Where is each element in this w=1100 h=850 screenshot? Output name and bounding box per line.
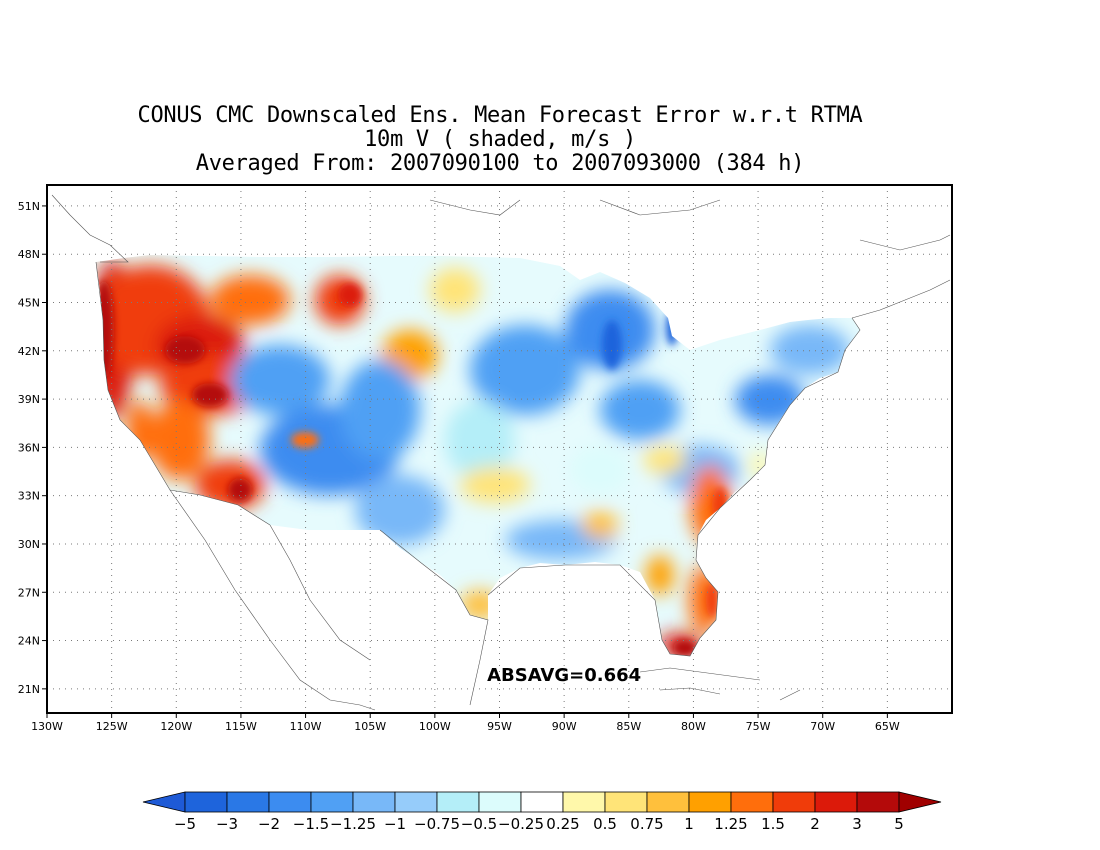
- colorbar-low-arrow: [142, 791, 186, 813]
- lon-tick-label: 65W: [875, 720, 900, 733]
- colorbar-label: 0.25: [546, 815, 579, 833]
- colorbar-label: −3: [216, 815, 238, 833]
- colorbar-swatch: [604, 791, 648, 813]
- lon-tick-label: 70W: [810, 720, 835, 733]
- colorbar: −5 −3 −2 −1.5 −1.25 −1 −0.75 −0.5 −0.25 0.25 0.5 0.…: [142, 791, 942, 833]
- colorbar-label: −0.5: [461, 815, 497, 833]
- colorbar-label: −1.5: [293, 815, 329, 833]
- lon-tick-label: 75W: [746, 720, 771, 733]
- lon-tick-label: 85W: [616, 720, 641, 733]
- colorbar-label: 5: [894, 815, 904, 833]
- lat-tick-label: 33N: [18, 490, 40, 503]
- colorbar-label: 0.5: [593, 815, 617, 833]
- lat-tick-label: 36N: [18, 441, 40, 454]
- colorbar-label: 1.5: [761, 815, 785, 833]
- colorbar-swatch: [562, 791, 606, 813]
- lon-tick-label: 110W: [290, 720, 322, 733]
- colorbar-label: 1.25: [714, 815, 747, 833]
- colorbar-swatch: [856, 791, 900, 813]
- colorbar-label: −0.75: [414, 815, 460, 833]
- colorbar-label: −1: [384, 815, 406, 833]
- colorbar-swatch: [394, 791, 438, 813]
- colorbar-label: 2: [810, 815, 820, 833]
- colorbar-label: −0.25: [498, 815, 544, 833]
- lat-tick-label: 30N: [18, 538, 40, 551]
- title-line-3: Averaged From: 2007090100 to 2007093000 …: [195, 151, 805, 176]
- colorbar-swatch: [688, 791, 732, 813]
- colorbar-label: −1.25: [330, 815, 376, 833]
- colorbar-label: −2: [258, 815, 280, 833]
- lat-tick-label: 21N: [18, 683, 40, 696]
- lat-tick-label: 39N: [18, 393, 40, 406]
- coastlines: [51, 194, 951, 711]
- colorbar-swatch: [310, 791, 354, 813]
- colorbar-label: 3: [852, 815, 862, 833]
- colorbar-swatch: [730, 791, 774, 813]
- colorbar-swatch: [436, 791, 480, 813]
- lat-tick-label: 42N: [18, 345, 40, 358]
- lat-tick-label: 24N: [18, 635, 40, 648]
- lat-tick-label: 51N: [18, 200, 40, 213]
- lat-tick-label: 48N: [18, 248, 40, 261]
- lon-tick-label: 100W: [419, 720, 451, 733]
- lat-tick-label: 45N: [18, 297, 40, 310]
- lon-tick-label: 130W: [31, 720, 63, 733]
- colorbar-swatch: [478, 791, 522, 813]
- colorbar-label: −5: [174, 815, 196, 833]
- grid-lines: [47, 185, 952, 713]
- colorbar-swatch: [646, 791, 690, 813]
- colorbar-swatch: [184, 791, 228, 813]
- lat-tick-label: 27N: [18, 586, 40, 599]
- lon-tick-label: 95W: [487, 720, 512, 733]
- colorbar-label: 0.75: [630, 815, 663, 833]
- colorbar-swatch: [520, 791, 564, 813]
- lon-tick-label: 105W: [354, 720, 386, 733]
- lon-tick-label: 120W: [160, 720, 192, 733]
- lon-tick-label: 80W: [681, 720, 706, 733]
- colorbar-swatch: [772, 791, 816, 813]
- colorbar-swatch: [226, 791, 270, 813]
- colorbar-high-arrow: [898, 791, 942, 813]
- lon-tick-label: 115W: [225, 720, 257, 733]
- colorbar-label: 1: [684, 815, 694, 833]
- lat-ticks: 21N 24N 27N 30N 33N 36N 39N 42N 45N 48N 51N: [18, 200, 47, 696]
- lon-tick-label: 90W: [552, 720, 577, 733]
- title-line-2: 10m V ( shaded, m/s ): [364, 127, 636, 152]
- lon-tick-label: 125W: [96, 720, 128, 733]
- title-line-1: CONUS CMC Downscaled Ens. Mean Forecast …: [137, 103, 863, 128]
- colorbar-swatch: [352, 791, 396, 813]
- colorbar-swatch: [268, 791, 312, 813]
- lon-ticks: 130W 125W 120W 115W 110W 105W 100W 95W 90W 85W 80W…: [31, 713, 900, 733]
- colorbar-swatch: [814, 791, 858, 813]
- absavg-label: ABSAVG=0.664: [487, 665, 641, 686]
